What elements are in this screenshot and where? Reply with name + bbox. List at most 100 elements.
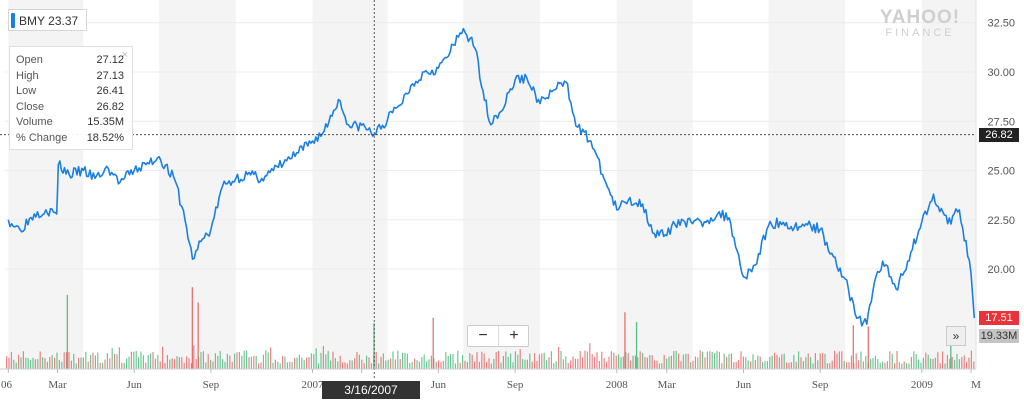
volume-bar <box>406 353 408 369</box>
volume-bar <box>315 348 317 369</box>
expand-chart-button[interactable]: » <box>946 326 966 346</box>
volume-bar <box>733 362 735 369</box>
volume-bar <box>812 363 814 369</box>
ticker-legend[interactable]: BMY 23.37 <box>8 9 88 31</box>
volume-bar <box>178 357 180 369</box>
volume-bar <box>15 362 17 369</box>
volume-bar <box>476 352 478 369</box>
volume-bar <box>589 343 591 369</box>
volume-bar <box>171 358 173 369</box>
volume-bar <box>728 354 730 369</box>
volume-bar <box>740 351 742 369</box>
volume-bar <box>738 359 740 369</box>
volume-bar <box>627 353 629 369</box>
volume-bar <box>121 362 123 369</box>
volume-bar <box>862 361 864 369</box>
volume-bar <box>303 360 305 369</box>
volume-bar <box>632 355 634 369</box>
volume-bar <box>517 354 519 369</box>
volume-bar <box>418 361 420 369</box>
x-tick-label: 06 <box>1 379 13 391</box>
volume-bar <box>332 351 334 369</box>
volume-bar <box>298 354 300 369</box>
volume-bar <box>154 358 156 369</box>
volume-bar <box>766 361 768 369</box>
volume-bar <box>80 357 82 369</box>
zoom-out-button[interactable]: − <box>468 326 499 346</box>
volume-bar <box>810 357 812 369</box>
volume-bar <box>658 363 660 369</box>
volume-bar <box>284 356 286 369</box>
volume-bar <box>814 353 816 369</box>
volume-bar <box>274 359 276 369</box>
volume-bar <box>322 346 324 369</box>
volume-bar <box>723 353 725 369</box>
volume-bar <box>906 363 908 369</box>
volume-bar <box>337 361 339 369</box>
close-icon[interactable]: × <box>121 49 128 61</box>
volume-bar <box>534 353 536 369</box>
ohlc-label: Close <box>16 100 45 113</box>
volume-bar <box>795 361 797 369</box>
volume-bar <box>462 354 464 369</box>
volume-bar <box>30 359 32 369</box>
volume-bar <box>385 360 387 369</box>
volume-bar <box>75 363 77 369</box>
volume-bar <box>831 360 833 369</box>
quarter-band <box>616 0 693 369</box>
ohlc-value: 27.13 <box>96 69 124 82</box>
volume-bar <box>20 357 22 369</box>
ohlc-value: 26.82 <box>96 100 124 113</box>
volume-bar <box>944 363 946 369</box>
ohlc-row: Low 26.41 <box>16 84 124 99</box>
volume-bar <box>670 355 672 369</box>
volume-bar <box>464 360 466 369</box>
crosshair-price-tag: 26.82 <box>979 127 1019 142</box>
volume-bar <box>327 350 329 369</box>
y-tick-label: 30.00 <box>987 67 1015 79</box>
volume-bar <box>493 358 495 369</box>
volume-bar <box>565 356 567 369</box>
volume-bar <box>380 356 382 369</box>
volume-bar <box>248 357 250 369</box>
volume-bar <box>330 360 332 369</box>
volume-bar <box>855 353 857 369</box>
volume-spike <box>852 325 854 369</box>
volume-bar <box>32 357 34 369</box>
volume-bar <box>366 355 368 369</box>
volume-bar <box>394 359 396 369</box>
volume-bar <box>226 353 228 369</box>
volume-bar <box>690 362 692 369</box>
volume-bar <box>294 358 296 369</box>
volume-bar <box>27 358 29 369</box>
quarter-band <box>921 0 976 369</box>
volume-bar <box>526 359 528 369</box>
volume-bar <box>555 361 557 369</box>
volume-bar <box>934 357 936 369</box>
volume-bar <box>793 354 795 369</box>
volume-bar <box>507 356 509 369</box>
volume-bar <box>783 353 785 369</box>
volume-bar <box>147 355 149 369</box>
volume-bar <box>174 359 176 369</box>
zoom-in-button[interactable]: + <box>509 327 519 344</box>
volume-bar <box>22 351 24 369</box>
volume-bar <box>342 362 344 369</box>
volume-bar <box>10 352 12 369</box>
volume-bar <box>915 353 917 369</box>
volume-bar <box>118 347 120 369</box>
volume-bar <box>210 359 212 369</box>
volume-bar <box>788 362 790 369</box>
volume-bar <box>649 355 651 369</box>
volume-bar <box>522 359 524 369</box>
volume-bar <box>817 360 819 369</box>
volume-bar <box>61 361 63 369</box>
volume-bar <box>872 358 874 369</box>
volume-bar <box>205 362 207 369</box>
volume-bar <box>289 361 291 369</box>
volume-bar <box>961 357 963 369</box>
volume-bar <box>145 362 147 369</box>
x-tick-label: Jun <box>127 379 143 391</box>
